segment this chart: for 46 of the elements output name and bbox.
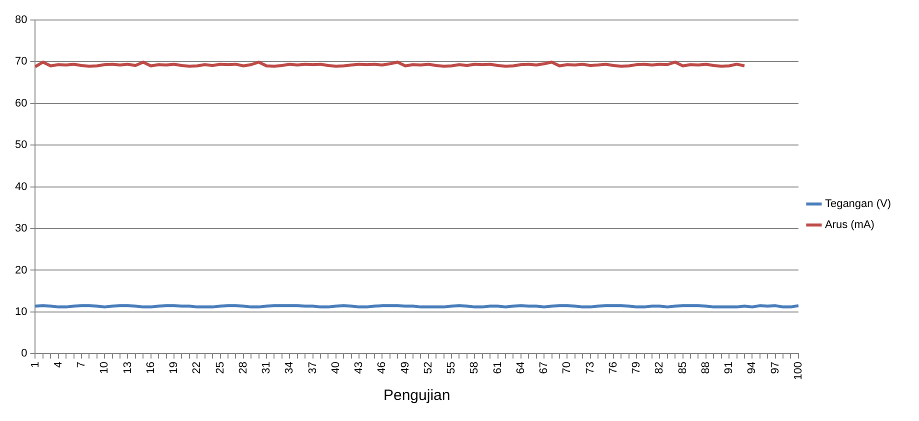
x-tick-label: 73: [584, 362, 596, 374]
x-tick-label: 94: [746, 362, 758, 374]
x-tick-label: 40: [330, 362, 342, 374]
x-tick-label: 97: [769, 362, 782, 374]
x-tick-label: 43: [353, 362, 366, 374]
x-tick-label: 79: [630, 362, 643, 374]
y-tick-label: 70: [14, 56, 28, 68]
y-tick-label: 10: [14, 306, 28, 318]
y-tick-label: 50: [14, 139, 28, 152]
legend-label: Arus (mA): [824, 219, 874, 232]
x-tick-label: 1: [29, 362, 42, 368]
x-axis-title: Pengujian: [383, 387, 450, 404]
x-tick-label: 19: [168, 362, 180, 374]
legend-label: Tegangan (V): [824, 198, 892, 210]
x-tick-label: 7: [76, 362, 88, 368]
x-tick-label: 100: [792, 362, 804, 380]
x-tick-label: 13: [122, 362, 134, 374]
x-tick-label: 58: [468, 362, 481, 374]
x-tick-label: 82: [654, 362, 666, 374]
x-tick-label: 64: [514, 362, 527, 374]
x-tick-label: 85: [676, 362, 689, 374]
x-tick-label: 31: [260, 362, 273, 374]
y-tick-label: 20: [14, 264, 28, 276]
y-tick-label: 60: [14, 97, 28, 110]
x-tick-label: 28: [237, 362, 250, 374]
x-tick-label: 76: [607, 362, 620, 374]
x-tick-label: 37: [306, 362, 319, 374]
x-tick-label: 67: [538, 362, 550, 374]
y-tick-label: 30: [14, 222, 28, 235]
x-tick-label: 70: [561, 362, 574, 374]
y-tick-label: 80: [14, 14, 28, 26]
x-tick-label: 16: [144, 362, 157, 374]
x-tick-label: 55: [446, 362, 458, 374]
x-tick-label: 22: [191, 362, 204, 374]
x-tick-label: 10: [98, 362, 111, 374]
x-tick-label: 61: [492, 362, 504, 374]
x-tick-label: 4: [52, 362, 64, 368]
x-tick-label: 52: [422, 362, 434, 374]
x-tick-label: 88: [700, 362, 712, 374]
x-tick-label: 34: [284, 362, 296, 374]
x-tick-label: 49: [399, 362, 412, 374]
x-tick-label: 46: [376, 362, 388, 374]
x-tick-label: 91: [723, 362, 736, 374]
y-tick-label: 40: [14, 180, 28, 193]
y-tick-label: 0: [21, 348, 28, 360]
x-tick-label: 25: [214, 362, 226, 374]
